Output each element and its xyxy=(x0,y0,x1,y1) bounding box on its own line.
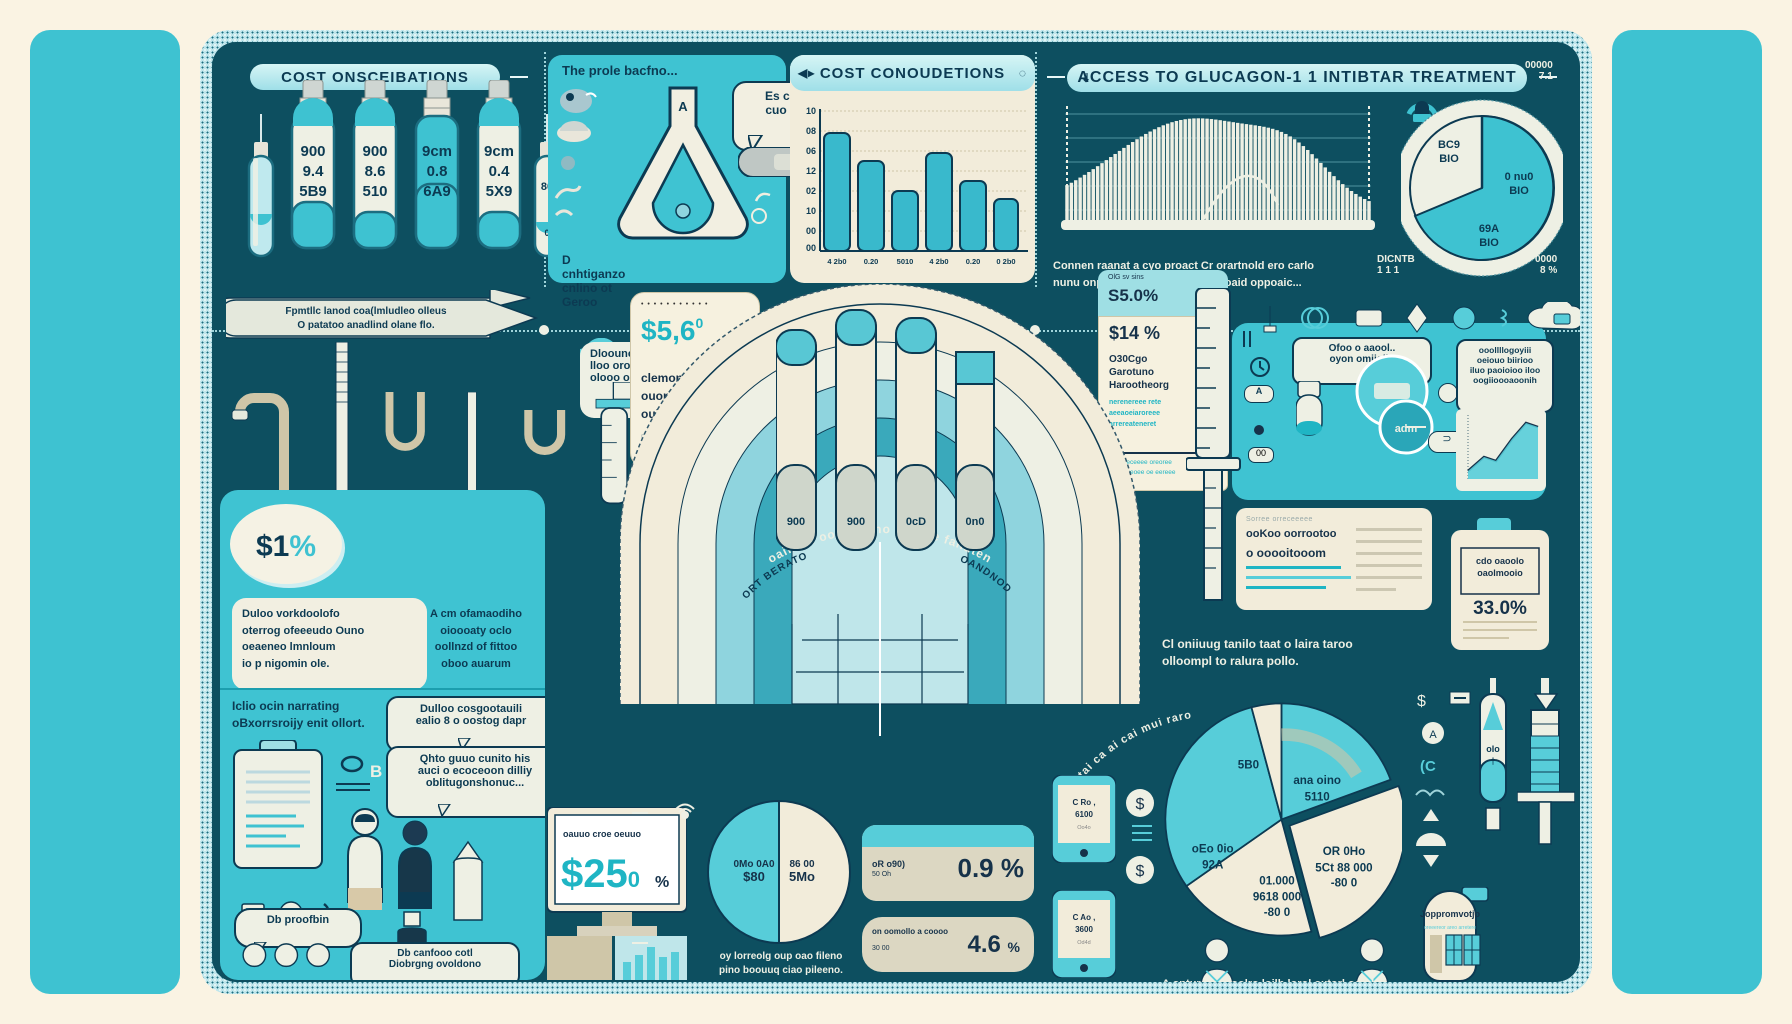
svg-text:06: 06 xyxy=(806,146,816,156)
svg-text:-80 0: -80 0 xyxy=(1264,906,1290,919)
svg-text:5010: 5010 xyxy=(897,257,914,266)
svg-text:10: 10 xyxy=(806,106,816,116)
svg-text:4 2b0: 4 2b0 xyxy=(929,257,948,266)
svg-text:0.4: 0.4 xyxy=(489,163,511,180)
svg-text:900: 900 xyxy=(300,143,325,160)
svg-text:BC9: BC9 xyxy=(1438,139,1460,151)
svg-text:5Ct 88 000: 5Ct 88 000 xyxy=(1315,861,1372,874)
svg-text:900: 900 xyxy=(847,516,865,528)
svg-text:cdo oaoolo: cdo oaoolo xyxy=(1476,556,1524,566)
svg-text:C Ao ,: C Ao , xyxy=(1073,913,1096,922)
svg-text:9cm: 9cm xyxy=(422,143,452,160)
svg-text:Fpmtllc lanod coa(lmludleo oll: Fpmtllc lanod coa(lmludleo olleus xyxy=(285,306,447,317)
svg-text:BIO: BIO xyxy=(1479,237,1499,249)
svg-text:oEo 0io: oEo 0io xyxy=(1192,843,1234,856)
svg-text:-80 0: -80 0 xyxy=(1331,876,1357,889)
svg-text:$: $ xyxy=(1136,863,1145,880)
svg-text:00: 00 xyxy=(806,243,816,253)
svg-text:Od4d: Od4d xyxy=(1077,940,1090,946)
svg-text:9cm: 9cm xyxy=(484,143,514,160)
svg-text:10: 10 xyxy=(806,206,816,216)
svg-text:OR 0Ho: OR 0Ho xyxy=(1323,845,1366,858)
svg-text:$80: $80 xyxy=(743,869,765,884)
svg-text:510: 510 xyxy=(362,183,387,200)
svg-text:0.20: 0.20 xyxy=(966,257,981,266)
svg-text:(C: (C xyxy=(1420,758,1436,775)
svg-text:12: 12 xyxy=(806,166,816,176)
svg-text:00: 00 xyxy=(806,226,816,236)
svg-text:0cD: 0cD xyxy=(906,516,926,528)
svg-text:ana oino: ana oino xyxy=(1293,774,1341,787)
svg-text:0 2b0: 0 2b0 xyxy=(996,257,1015,266)
svg-text:%: % xyxy=(655,874,669,891)
svg-text:oIo: oIo xyxy=(1486,744,1500,754)
svg-text:8.6: 8.6 xyxy=(365,163,386,180)
svg-text:6100: 6100 xyxy=(1075,810,1093,819)
svg-text:5Mo: 5Mo xyxy=(789,869,815,884)
svg-text:BIO: BIO xyxy=(1509,185,1529,197)
svg-text:0.20: 0.20 xyxy=(864,257,879,266)
svg-text:BIO: BIO xyxy=(1439,153,1459,165)
svg-text:01.000: 01.000 xyxy=(1259,875,1294,888)
svg-text:5X9: 5X9 xyxy=(486,183,513,200)
svg-text:02: 02 xyxy=(806,186,816,196)
svg-text:$: $ xyxy=(1136,796,1145,813)
svg-text:9618 000: 9618 000 xyxy=(1253,891,1301,904)
svg-text:5B9: 5B9 xyxy=(299,183,327,200)
svg-text:oauuo croe oeuuo: oauuo croe oeuuo xyxy=(563,829,642,839)
svg-text:900: 900 xyxy=(787,516,805,528)
svg-text:adm: adm xyxy=(1395,423,1418,435)
svg-text:oaolmooio: oaolmooio xyxy=(1477,568,1523,578)
svg-text:0n0: 0n0 xyxy=(966,516,985,528)
svg-text:5B0: 5B0 xyxy=(1238,759,1259,772)
svg-text:0.8: 0.8 xyxy=(427,163,448,180)
svg-text:$: $ xyxy=(1417,693,1426,710)
svg-text:A: A xyxy=(1429,729,1437,741)
svg-text:A: A xyxy=(678,99,688,114)
svg-text:C Ro ,: C Ro , xyxy=(1072,798,1095,807)
svg-text:900: 900 xyxy=(362,143,387,160)
svg-text:08: 08 xyxy=(806,126,816,136)
svg-text:4 2b0: 4 2b0 xyxy=(827,257,846,266)
svg-text:69A: 69A xyxy=(1479,223,1499,235)
svg-text:†: † xyxy=(1490,756,1495,766)
svg-text:6A9: 6A9 xyxy=(423,183,451,200)
svg-text:Joppromvotjo: Joppromvotjo xyxy=(1420,909,1481,919)
svg-text:O patatoo anadlind olane flo.: O patatoo anadlind olane flo. xyxy=(297,320,434,331)
svg-text:92A: 92A xyxy=(1202,859,1224,872)
svg-text:33.0%: 33.0% xyxy=(1473,598,1527,619)
svg-text:5110: 5110 xyxy=(1305,791,1330,804)
svg-text:$1%: $1% xyxy=(256,530,316,563)
svg-text:Oo4o: Oo4o xyxy=(1077,825,1090,831)
svg-text:9.4: 9.4 xyxy=(303,163,325,180)
svg-text:3600: 3600 xyxy=(1075,925,1093,934)
svg-text:0 nu0: 0 nu0 xyxy=(1505,171,1534,183)
svg-text:oreeereor areo arretere: oreeereor areo arretere xyxy=(1424,925,1476,931)
